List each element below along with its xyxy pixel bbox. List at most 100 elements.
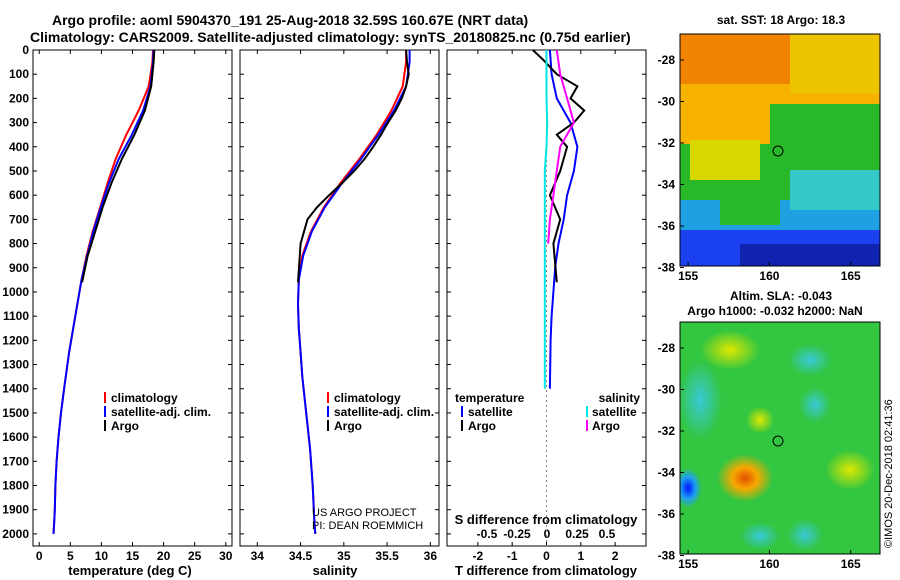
legend-t-satellite-swatch (461, 406, 463, 417)
sst-map-image (680, 34, 880, 266)
lon-tick-label: 160 (759, 269, 779, 283)
credit-line1: US ARGO PROJECT (312, 507, 417, 519)
x-tick-label: 10 (95, 549, 109, 563)
difference-axis-label-s: S difference from climatology (455, 512, 639, 527)
lat-tick-label: -38 (658, 549, 676, 563)
depth-tick-label: 1800 (2, 479, 29, 493)
sst-float-marker (772, 145, 784, 157)
sla-map-title-line2: Argo h1000: -0.032 h2000: NaN (687, 304, 862, 318)
temperature-axis-label: temperature (deg C) (68, 563, 192, 578)
sst-map-title: sat. SST: 18 Argo: 18.3 (717, 13, 846, 27)
temperature-legend: climatology satellite-adj. clim. Argo (104, 391, 211, 433)
salinity-axis-label: salinity (313, 563, 359, 578)
legend-s-argo-swatch (586, 420, 588, 431)
depth-tick-label: 2000 (2, 527, 29, 541)
lon-tick-label: 155 (678, 269, 698, 283)
depth-tick-label: 1700 (2, 454, 29, 468)
series-satellite-adj-clim- (52, 49, 155, 534)
depth-axis: 0 100 200 300 400 500 600 700 800 900 1000 1100 1200… (2, 43, 29, 541)
depth-tick-label: 1000 (2, 285, 29, 299)
lat-tick-label: -36 (658, 219, 676, 233)
legend-satellite-label: satellite-adj. clim. (334, 405, 434, 419)
s-tick-label: 0.25 (565, 527, 589, 541)
lon-tick-label: 165 (841, 269, 861, 283)
page-title-line2: Climatology: CARS2009. Satellite-adjuste… (30, 29, 631, 45)
sst-map-frame (679, 33, 881, 267)
legend-argo-label: Argo (334, 419, 362, 433)
credit-line2: PI: DEAN ROEMMICH (312, 520, 423, 532)
x-tick-label: 2 (612, 549, 619, 563)
lat-tick-label: -34 (658, 466, 676, 480)
legend-climatology-swatch (327, 392, 329, 403)
series-s-argo (547, 49, 575, 244)
legend-climatology-swatch (104, 392, 106, 403)
s-tick-label: 0 (544, 527, 551, 541)
legend-climatology-label: climatology (111, 391, 178, 405)
depth-tick-label: 800 (9, 237, 29, 251)
s-tick-label: 0.5 (599, 527, 616, 541)
sla-map-axes: 155 160 165 -28 -30 -32 -34 -36 -38 (658, 341, 861, 571)
lon-tick-label: 155 (678, 557, 698, 571)
x-tick-label: 35 (337, 549, 351, 563)
legend-t-argo-swatch (461, 420, 463, 431)
s-tick-label: -0.25 (503, 527, 531, 541)
lat-tick-label: -32 (658, 136, 676, 150)
difference-panel: -2 -1 0 1 2 -0.5 -0.25 0 0.25 0.5 (447, 49, 646, 563)
x-tick-label: 0 (36, 549, 43, 563)
depth-tick-label: 1100 (3, 309, 29, 323)
legend-t-argo-label: Argo (468, 419, 496, 433)
page-title-line1: Argo profile: aoml 5904370_191 25-Aug-20… (52, 12, 529, 28)
lat-tick-label: -38 (658, 261, 676, 275)
x-tick-label: 15 (126, 549, 140, 563)
x-tick-label: 0 (543, 549, 550, 563)
legend-argo-swatch (104, 420, 106, 431)
difference-legend: temperature salinity satellite Argo sate… (455, 391, 640, 433)
x-tick-label: 25 (188, 549, 202, 563)
legend-satellite-swatch (327, 406, 329, 417)
s-tick-label: -0.5 (477, 527, 498, 541)
sla-map-title-line1: Altim. SLA: -0.043 (730, 289, 832, 303)
depth-tick-label: 1900 (2, 503, 29, 517)
legend-climatology-label: climatology (334, 391, 401, 405)
lat-tick-label: -36 (658, 507, 676, 521)
x-tick-label: 36 (424, 549, 438, 563)
lat-tick-label: -28 (658, 53, 676, 67)
lat-tick-label: -34 (658, 178, 676, 192)
x-tick-label: 34.5 (289, 549, 313, 563)
x-tick-label: 1 (577, 549, 584, 563)
depth-tick-label: 1600 (2, 430, 29, 444)
legend-t-satellite-label: satellite (468, 405, 513, 419)
salinity-legend: climatology satellite-adj. clim. Argo (327, 391, 434, 433)
x-tick-label: 34 (251, 549, 265, 563)
side-stamp: ©IMOS 20-Dec-2018 02:41:36 (883, 399, 895, 548)
depth-tick-label: 300 (9, 116, 29, 130)
salinity-panel: 34 34.5 35 35.5 36 (240, 49, 439, 563)
depth-tick-label: 400 (9, 140, 29, 154)
depth-tick-label: 1200 (2, 333, 29, 347)
legend-argo-swatch (327, 420, 329, 431)
x-tick-label: 35.5 (375, 549, 399, 563)
series-argo (297, 49, 410, 283)
depth-tick-label: 0 (22, 43, 29, 57)
depth-tick-label: 100 (9, 67, 29, 81)
series-s-satellite (543, 50, 549, 389)
lat-tick-label: -30 (658, 383, 676, 397)
legend-s-argo-label: Argo (592, 419, 620, 433)
depth-tick-label: 1500 (2, 406, 29, 420)
lon-tick-label: 160 (759, 557, 779, 571)
sla-map-frame (679, 321, 881, 555)
legend-s-satellite-swatch (586, 406, 588, 417)
sla-map-image (680, 322, 880, 554)
series-satellite-adj-clim- (296, 50, 411, 534)
lat-tick-label: -30 (658, 95, 676, 109)
series-climatology (296, 50, 408, 534)
depth-tick-label: 200 (9, 91, 29, 105)
sla-float-marker (772, 435, 784, 447)
x-tick-label: 20 (157, 549, 171, 563)
lon-tick-label: 165 (841, 557, 861, 571)
depth-tick-label: 700 (9, 212, 29, 226)
depth-tick-label: 900 (9, 261, 29, 275)
x-tick-label: -2 (473, 549, 484, 563)
x-tick-label: 30 (219, 549, 233, 563)
